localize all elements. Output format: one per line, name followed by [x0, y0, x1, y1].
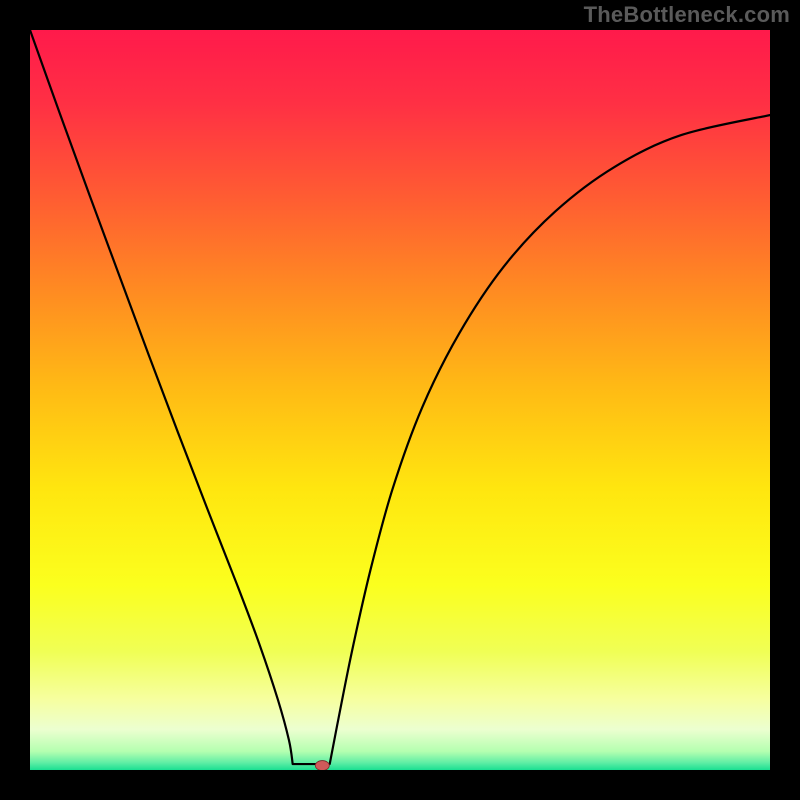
- apex-marker: [315, 761, 329, 770]
- plot-area: [30, 30, 770, 770]
- bottleneck-curve: [30, 30, 770, 764]
- curve-layer: [30, 30, 770, 770]
- figure-root: TheBottleneck.com: [0, 0, 800, 800]
- watermark-text: TheBottleneck.com: [584, 2, 790, 28]
